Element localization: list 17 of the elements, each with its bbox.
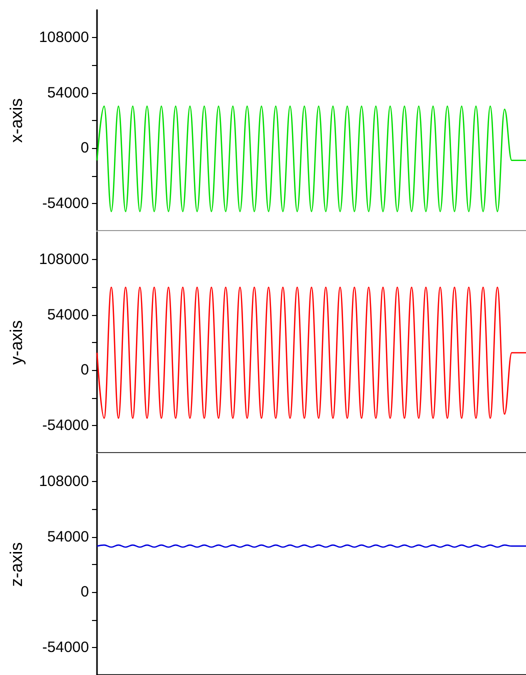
y-tick-label: 0 — [80, 140, 89, 157]
y-axis-title: y-axis — [7, 320, 26, 365]
y-axis-title: x-axis — [7, 98, 26, 143]
y-tick-label: -54000 — [42, 416, 89, 434]
line-series — [96, 106, 526, 212]
y-axis-title: z-axis — [7, 542, 26, 587]
y-tick-label: -54000 — [42, 194, 89, 212]
y-tick-label: -54000 — [42, 638, 89, 656]
y-tick-label: 108000 — [38, 251, 89, 268]
y-tick-label: 54000 — [47, 528, 89, 546]
y-tick-label: 108000 — [38, 29, 89, 46]
line-series — [96, 286, 526, 419]
y-tick-label: 0 — [80, 584, 89, 601]
y-tick-label: 0 — [80, 362, 89, 379]
y-tick-label: 54000 — [47, 306, 89, 324]
y-tick-label: 54000 — [47, 84, 89, 102]
y-tick-label: 108000 — [38, 473, 89, 490]
